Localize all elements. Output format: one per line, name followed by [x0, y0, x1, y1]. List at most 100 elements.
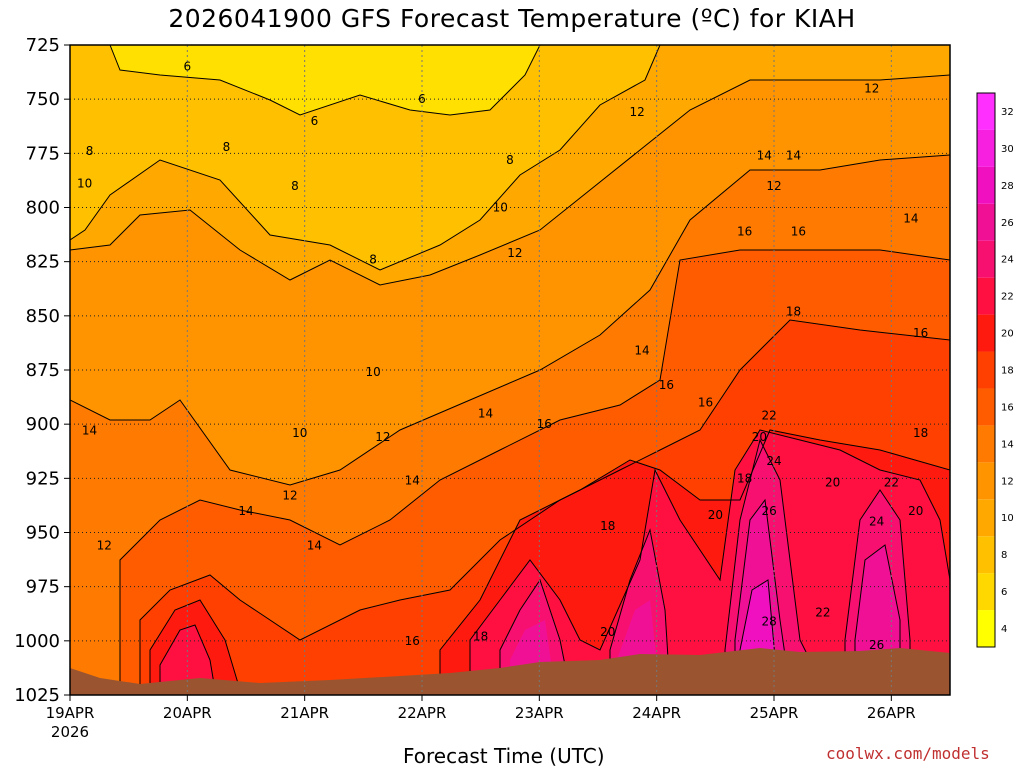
- contour-label: 6: [418, 92, 426, 106]
- x-tick-label: 26APR: [867, 704, 916, 722]
- colorbar-swatch: [977, 610, 995, 647]
- y-tick-label: 750: [26, 89, 60, 110]
- contour-label: 20: [908, 504, 923, 518]
- y-tick-label: 800: [26, 198, 60, 219]
- colorbar-swatch: [977, 166, 995, 204]
- x-tick-label: 25APR: [750, 704, 799, 722]
- contour-label: 20: [752, 430, 767, 444]
- colorbar-tick-label: 12: [1001, 476, 1014, 487]
- contour-label: 10: [365, 365, 380, 379]
- colorbar-tick-label: 8: [1001, 550, 1007, 561]
- contour-label: 14: [405, 474, 420, 488]
- contour-label: 20: [708, 508, 723, 522]
- contour-label: 26: [761, 504, 776, 518]
- contour-label: 12: [97, 539, 112, 553]
- y-tick-label: 725: [26, 35, 60, 56]
- y-tick-label: 775: [26, 143, 60, 164]
- colorbar-frame: [976, 92, 996, 648]
- colorbar-swatch: [977, 203, 995, 241]
- contour-label: 22: [815, 606, 830, 620]
- contour-label: 14: [307, 539, 322, 553]
- credit-text: coolwx.com/models: [826, 744, 990, 763]
- contour-label: 6: [184, 60, 192, 74]
- x-tick-label: 24APR: [632, 704, 681, 722]
- contour-label: 20: [825, 476, 840, 490]
- colorbar-tick-label: 24: [1001, 255, 1014, 266]
- y-tick-label: 950: [26, 523, 60, 544]
- x-tick-label: 22APR: [398, 704, 447, 722]
- y-tick-label: 875: [26, 360, 60, 381]
- contour-label: 24: [766, 454, 781, 468]
- contour-label: 16: [659, 378, 674, 392]
- contour-label: 14: [478, 406, 493, 420]
- colorbar-swatch: [977, 314, 995, 352]
- colorbar-swatch: [977, 536, 995, 574]
- colorbar-swatch: [977, 425, 995, 463]
- colorbar-tick-label: 28: [1001, 181, 1014, 192]
- colorbar-tick-label: 22: [1001, 292, 1014, 303]
- colorbar-tick-label: 26: [1001, 218, 1014, 229]
- colorbar-tick-label: 16: [1001, 402, 1014, 413]
- x-axis-label: Forecast Time (UTC): [403, 744, 605, 768]
- contour-label: 10: [77, 177, 92, 191]
- contour-label: 16: [791, 224, 806, 238]
- contour-label: 8: [369, 253, 377, 267]
- x-tick-label: 19APR: [46, 704, 95, 722]
- y-tick-label: 925: [26, 468, 60, 489]
- contour-label: 10: [292, 426, 307, 440]
- colorbar-swatch: [977, 573, 995, 611]
- contour-label: 8: [291, 179, 299, 193]
- contour-label: 12: [507, 246, 522, 260]
- contour-label: 14: [757, 149, 772, 163]
- contour-label: 28: [761, 614, 776, 628]
- contour-label: 16: [737, 224, 752, 238]
- colorbar-swatch: [977, 129, 995, 167]
- colorbar-swatch: [977, 277, 995, 315]
- x-tick-sublabel: 2026: [51, 723, 89, 741]
- x-tick-label: 20APR: [163, 704, 212, 722]
- contour-label: 10: [493, 201, 508, 215]
- contour-label: 12: [375, 430, 390, 444]
- contour-label: 12: [282, 489, 297, 503]
- contour-label: 16: [698, 396, 713, 410]
- y-tick-label: 900: [26, 414, 60, 435]
- contour-label: 8: [223, 140, 231, 154]
- y-tick-label: 1000: [14, 631, 60, 652]
- contour-label: 24: [869, 515, 884, 529]
- contour-label: 8: [86, 144, 94, 158]
- contour-label: 14: [238, 504, 253, 518]
- colorbar-swatch: [977, 240, 995, 278]
- contour-label: 12: [864, 81, 879, 95]
- contour-label: 20: [600, 625, 615, 639]
- contour-label: 18: [786, 305, 801, 319]
- contour-label: 8: [506, 153, 514, 167]
- colorbar-tick-label: 14: [1001, 439, 1014, 450]
- colorbar-swatch: [977, 462, 995, 500]
- contour-label: 12: [766, 179, 781, 193]
- grid-lines: [70, 45, 950, 695]
- field-band-6: [70, 45, 660, 270]
- contour-lines: [70, 45, 950, 695]
- x-tick-label: 21APR: [280, 704, 329, 722]
- contour-label: 14: [82, 424, 97, 438]
- contour-label: 18: [473, 630, 488, 644]
- colorbar-tick-label: 18: [1001, 366, 1014, 377]
- contour-label: 16: [405, 634, 420, 648]
- colorbar-tick-label: 4: [1001, 624, 1007, 635]
- terrain: [70, 648, 950, 695]
- contour-label: 14: [786, 149, 801, 163]
- y-tick-label: 1025: [14, 685, 60, 706]
- contour-label: 6: [311, 114, 319, 128]
- y-tick-label: 975: [26, 577, 60, 598]
- colorbar-tick-label: 10: [1001, 513, 1014, 524]
- contour-label: 26: [869, 638, 884, 652]
- contour-label: 16: [913, 326, 928, 340]
- contour-label: 12: [629, 105, 644, 119]
- colorbar: 4 6 8 10 12 14 16 18 20 22 24 26 28 30 32: [976, 92, 1014, 648]
- colorbar-tick-label: 20: [1001, 329, 1014, 340]
- field-band-4: [110, 45, 540, 115]
- y-axis: 725 750 775 800 825 850 875 900 925 950 975 1000 102…: [14, 35, 70, 706]
- contour-labels: 6 6 6 8 8 8 8 8 10 10 10 10 12 12 12 12 12 12 12 14 14 14 14 14…: [77, 60, 928, 653]
- colorbar-swatch: [977, 499, 995, 537]
